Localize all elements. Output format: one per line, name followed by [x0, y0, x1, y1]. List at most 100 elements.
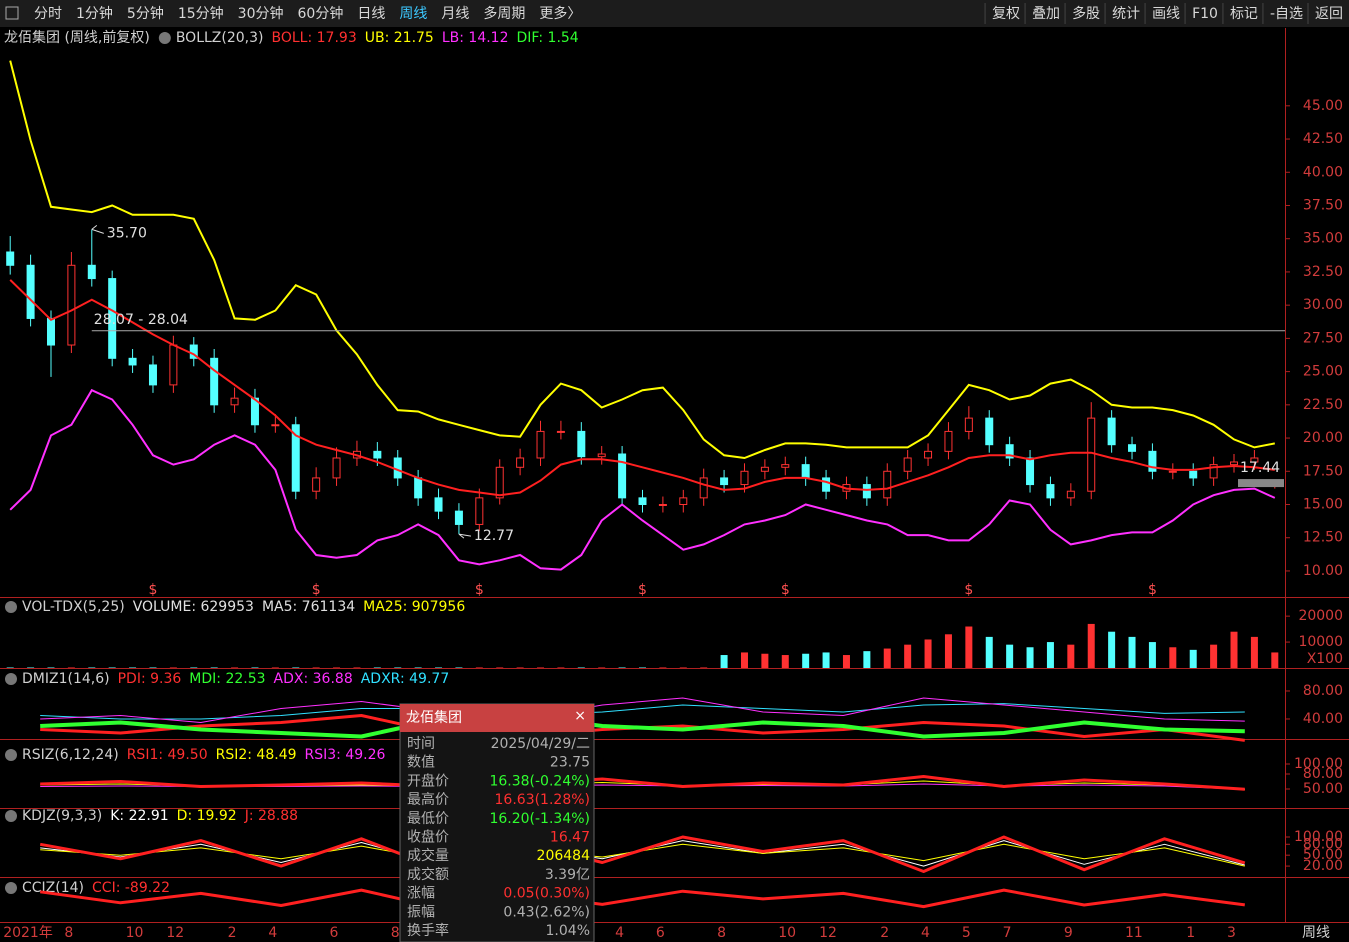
volume-bar: [47, 667, 55, 668]
toolbar-icon: [5, 6, 19, 20]
period-tab[interactable]: 周线: [399, 6, 427, 22]
volume-bar: [1046, 642, 1054, 668]
candle-body: [128, 357, 137, 366]
toolbar-button[interactable]: -自选: [1270, 6, 1303, 22]
panel-header-item: K: 22.91: [110, 808, 168, 824]
y-tick-label: 42.50: [1303, 131, 1343, 147]
x-tick-label: 10: [778, 925, 796, 941]
volume-bar: [659, 667, 667, 668]
popup-row-value: 16.38(-0.24%): [489, 773, 590, 789]
volume-bar: [108, 667, 116, 668]
candle-body: [475, 497, 484, 525]
volume-bar: [781, 655, 789, 668]
toolbar-button[interactable]: 多股: [1072, 5, 1100, 22]
candle-body: [1128, 444, 1137, 452]
volume-bar: [965, 626, 973, 668]
y-tick-label: 27.50: [1303, 330, 1343, 346]
popup-row-label: 收盘价: [407, 829, 449, 846]
volume-bar: [169, 667, 177, 668]
period-tab[interactable]: 日线: [357, 6, 385, 22]
period-tab[interactable]: 月线: [441, 6, 469, 22]
toolbar-button[interactable]: 返回: [1315, 6, 1343, 22]
x-tick-label: 2: [228, 925, 237, 941]
popup-body: [399, 703, 595, 942]
dividend-marker: $: [964, 582, 973, 598]
volume-bar: [1189, 649, 1197, 668]
panel-header-item: LB: 14.12: [442, 30, 509, 46]
volume-bar: [679, 667, 687, 668]
period-tab[interactable]: 60分钟: [298, 5, 344, 22]
x-tick-label: 9: [1064, 925, 1073, 941]
toolbar: [0, 0, 1349, 27]
toolbar-button[interactable]: 统计: [1112, 6, 1140, 22]
panel-header-item: DMIZ1(14,6): [22, 671, 110, 687]
panel-header-item: RSI2: 48.49: [216, 747, 297, 763]
volume-bar: [577, 667, 585, 668]
volume-bar: [740, 652, 748, 668]
indicator-icon: [5, 810, 17, 822]
popup-row-label: 最高价: [407, 791, 449, 808]
x-tick-label: 3: [1227, 925, 1236, 941]
volume-bar: [761, 653, 769, 668]
dividend-marker: $: [312, 582, 321, 598]
volume-bar: [455, 667, 463, 668]
volume-bar: [251, 667, 259, 668]
period-tab[interactable]: 更多〉: [539, 5, 581, 22]
period-tab[interactable]: 15分钟: [178, 5, 224, 22]
panel-header-item: VOLUME: 629953: [133, 599, 254, 615]
volume-bar: [271, 667, 279, 668]
candle-body: [618, 453, 627, 499]
y-tick-label: 40.00: [1303, 711, 1343, 727]
candle-body: [1087, 417, 1096, 492]
x-tick-label: 7: [1003, 925, 1012, 941]
volume-bar: [333, 667, 341, 668]
volume-bar: [1128, 636, 1136, 668]
low-arrow: [458, 533, 472, 539]
volume-bar: [88, 667, 96, 668]
popup-row-value: 1.04%: [546, 923, 590, 939]
volume-bar: [67, 667, 75, 668]
high-arrow: [91, 225, 104, 234]
volume-bar: [27, 667, 35, 668]
volume-bar: [1026, 647, 1034, 668]
period-tab[interactable]: 分时: [34, 6, 62, 22]
candle-body: [495, 466, 504, 499]
volume-bar: [904, 644, 912, 668]
popup-close[interactable]: ×: [574, 708, 586, 724]
candle-body: [699, 477, 708, 499]
period-tab[interactable]: 30分钟: [238, 5, 284, 22]
volume-bar: [863, 651, 871, 668]
panel-header-item: RSI3: 49.26: [305, 747, 386, 763]
boll-line: [9, 388, 1276, 571]
y-tick-label: 20000: [1298, 608, 1343, 624]
toolbar-button[interactable]: 画线: [1152, 6, 1180, 22]
volume-bar: [1148, 642, 1156, 668]
volume-bar: [944, 634, 952, 668]
volume-bar: [1250, 636, 1258, 668]
panel-header-item: PDI: 9.36: [118, 671, 182, 687]
toolbar-button[interactable]: 叠加: [1032, 6, 1060, 22]
volume-bar: [496, 667, 504, 668]
indicator-line: [40, 713, 1245, 739]
period-tab[interactable]: 多周期: [483, 5, 525, 22]
period-tab[interactable]: 5分钟: [127, 5, 164, 22]
candle-body: [556, 430, 565, 433]
toolbar-button[interactable]: 复权: [992, 5, 1020, 22]
volume-bar: [639, 667, 646, 668]
x-tick-label: 2: [880, 925, 889, 941]
toolbar-button[interactable]: 标记: [1230, 6, 1258, 22]
x-tick-label: 11: [1125, 925, 1143, 941]
indicator-icon: [5, 749, 17, 761]
panel-header-item: BOLL: 17.93: [272, 30, 357, 46]
last-price-tag: [1238, 479, 1284, 488]
toolbar-button[interactable]: F10: [1192, 6, 1218, 22]
y-tick-label: 30.00: [1303, 297, 1343, 313]
candle-body: [26, 264, 35, 319]
y-tick-label: 12.50: [1303, 530, 1343, 546]
candle-body: [862, 484, 871, 499]
period-tab[interactable]: 1分钟: [76, 5, 113, 22]
panel-header-item: J: 28.88: [244, 808, 298, 824]
candle-body: [679, 497, 688, 506]
